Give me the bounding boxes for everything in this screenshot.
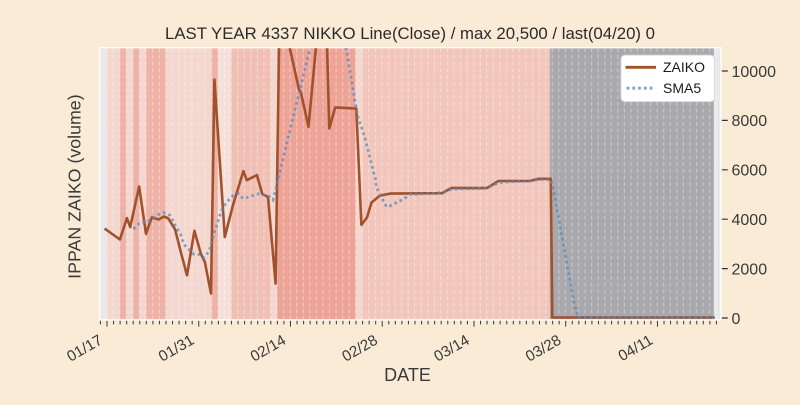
svg-text:DATE: DATE [384,365,431,385]
svg-text:6000: 6000 [732,163,768,180]
svg-text:0: 0 [732,311,741,328]
svg-text:ZAIKO: ZAIKO [663,59,705,75]
svg-text:8000: 8000 [732,113,768,130]
svg-text:10000: 10000 [732,64,777,81]
svg-text:4000: 4000 [732,212,768,229]
svg-text:SMA5: SMA5 [663,80,701,96]
svg-text:LAST YEAR 4337 NIKKO Line(Clos: LAST YEAR 4337 NIKKO Line(Close) / max 2… [165,24,655,43]
svg-text:2000: 2000 [732,261,768,278]
svg-text:IPPAN ZAIKO (volume): IPPAN ZAIKO (volume) [65,94,85,278]
